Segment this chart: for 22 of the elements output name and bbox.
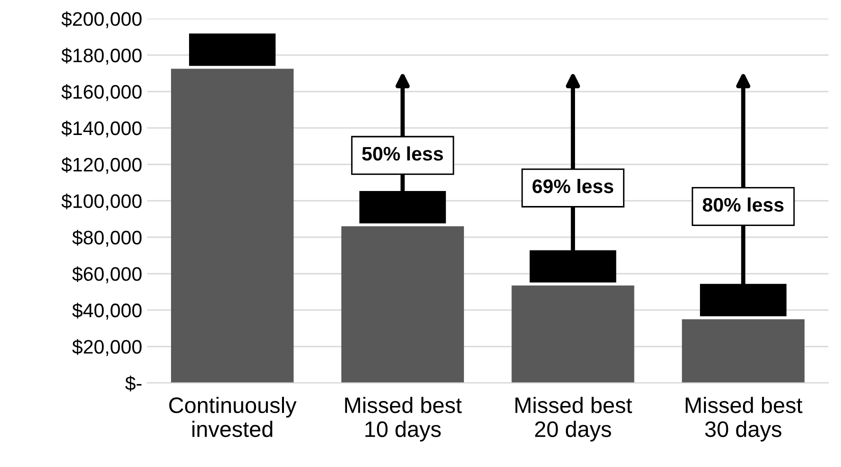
- annotation: 69% less: [532, 178, 614, 194]
- y-tick-label: $200,000: [61, 11, 142, 28]
- y-tick-label: $100,000: [61, 193, 142, 210]
- bar: [512, 286, 634, 383]
- bar: [341, 226, 464, 383]
- x-tick-label: Missed best 30 days: [686, 396, 802, 442]
- x-tick-label: Missed best 20 days: [515, 396, 632, 442]
- y-tick-label: $160,000: [61, 84, 142, 102]
- annotation: 80% less: [702, 197, 784, 212]
- bar: [171, 68, 294, 383]
- y-tick-label: $120,000: [61, 157, 142, 174]
- y-tick-label: $140,000: [61, 120, 142, 138]
- y-tick-label: $180,000: [61, 48, 142, 65]
- y-tick-label: $40,000: [72, 302, 142, 320]
- x-tick-label: Continuously invested: [169, 396, 297, 438]
- y-tick-label: $60,000: [72, 266, 142, 284]
- x-tick-label: Missed best 10 days: [345, 396, 462, 442]
- y-tick-label: $80,000: [72, 230, 142, 247]
- y-tick-label: $20,000: [72, 339, 142, 356]
- y-tick-label: $-: [125, 376, 142, 392]
- bar: [682, 319, 805, 383]
- annotation: 50% less: [362, 146, 443, 161]
